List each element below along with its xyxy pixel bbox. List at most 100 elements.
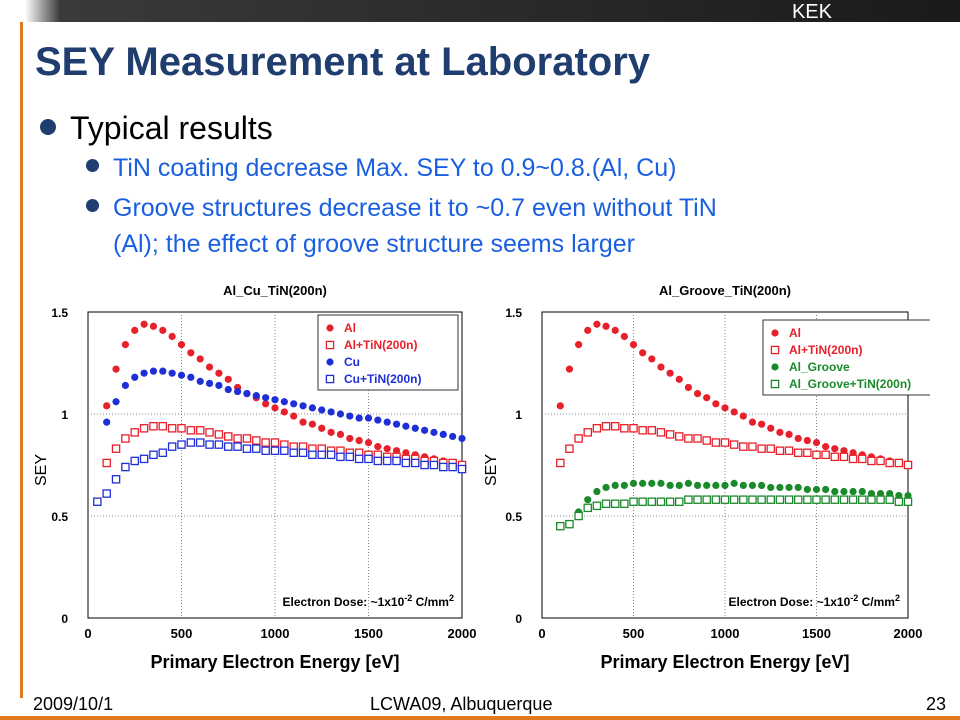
data-point [831,487,839,496]
data-point [195,426,205,435]
data-point [556,402,564,410]
data-point [848,454,858,464]
data-point [647,497,657,506]
data-point [748,418,757,426]
data-point [867,456,876,466]
data-point [233,434,242,443]
legend-label: Al_Groove+TiN(200n) [789,377,911,391]
data-point [336,410,345,418]
data-point [402,449,410,457]
data-point [429,460,439,470]
legend-marker [770,345,780,355]
data-point [140,320,148,328]
data-point [346,412,354,420]
data-point [812,485,821,494]
data-point [112,365,120,373]
data-point [758,481,766,489]
footer-page-number: 23 [926,694,947,714]
legend-label: Cu+TiN(200n) [344,372,421,386]
data-point [610,499,620,509]
data-point [205,379,214,387]
x-tick-label: 2000 [448,626,477,641]
sub-bullet-2-line2: (Al); the effect of groove structure see… [113,230,635,258]
data-point [168,332,176,341]
data-point [767,424,775,432]
data-point [876,489,885,498]
data-point [665,497,675,506]
data-point [556,521,565,531]
data-point [776,483,784,492]
data-point [327,428,335,436]
data-point [693,481,702,489]
data-point [629,497,638,506]
data-point [149,367,158,375]
data-point [290,400,298,408]
data-point [592,424,602,433]
data-point [158,448,168,458]
bullet-dot-icon [40,119,56,135]
data-point [121,434,130,443]
data-point [298,448,308,458]
data-point [242,444,252,453]
data-point [261,446,270,455]
data-point [289,448,298,458]
data-point [620,424,629,433]
data-point [242,434,252,443]
data-point [234,387,242,396]
data-point [620,481,628,489]
data-point [252,444,261,453]
data-point [793,448,803,458]
main-bullet: Typical results [40,110,273,147]
data-point [187,373,195,381]
chart-title: Al_Cu_TiN(200n) [223,283,327,298]
data-point [822,485,830,494]
data-point [656,428,666,437]
legend-marker [325,374,335,384]
data-point [411,424,419,432]
data-point [364,438,373,447]
x-tick-label: 0 [84,626,91,641]
data-point [602,483,610,492]
data-point [849,487,857,496]
data-point [611,481,619,489]
data-point [830,452,840,462]
data-point [299,418,307,426]
legend-label: Al_Groove [789,360,850,374]
data-point [149,450,158,460]
data-point [703,481,711,489]
data-point [224,385,232,394]
sub-bullet-1-text: TiN coating decrease Max. SEY to 0.9~0.8… [113,154,677,182]
legend-marker [771,363,779,371]
data-point [205,440,214,449]
data-point [593,320,601,328]
legend-label: Al+TiN(200n) [344,338,417,352]
data-point [730,408,738,416]
data-point [757,495,766,504]
data-point [354,454,364,464]
data-point [280,408,288,416]
data-point [803,448,812,458]
y-tick-label: 0 [515,612,522,626]
data-point [830,495,840,504]
data-point [448,462,457,472]
org-label: KEK [791,1,832,23]
data-point [629,479,638,487]
data-point [840,487,848,496]
data-point [803,495,812,504]
data-point [794,434,802,443]
chart-al-cu-tin: Al_Cu_TiN(200n) 0 500 1000 1500 2000 0 0.5 1 1.5 P… [33,283,477,672]
data-point [167,424,177,433]
legend-box [317,314,459,391]
y-tick-label: 1 [515,408,522,422]
data-point [885,495,894,504]
data-point [638,497,647,506]
data-point [711,438,721,447]
data-point [439,430,447,438]
data-point [159,367,167,375]
data-point [177,424,186,433]
data-point [103,402,111,410]
data-point [318,406,326,414]
accent-line [20,22,23,698]
data-point [196,377,204,385]
data-point [858,487,866,496]
